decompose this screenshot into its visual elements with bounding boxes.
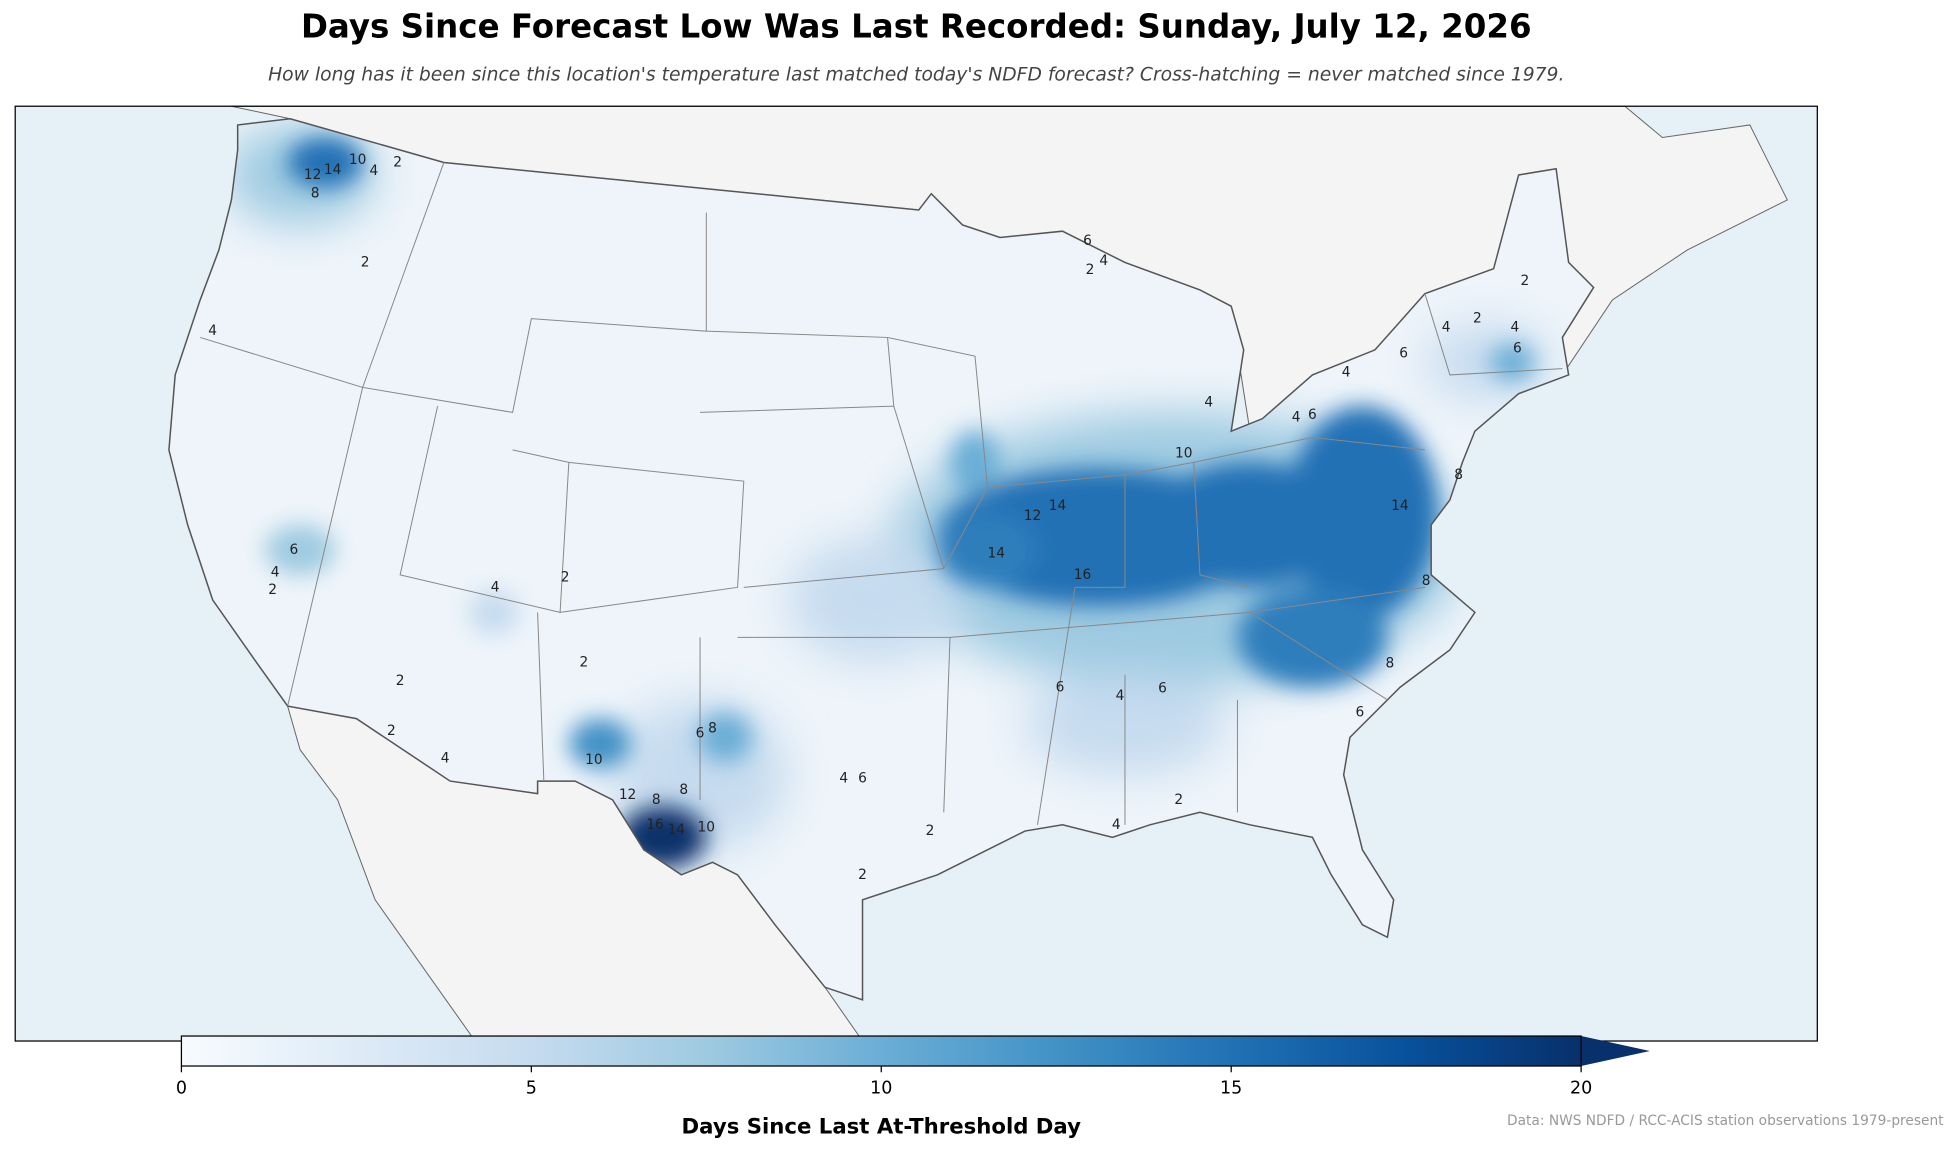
contour-label: 2 — [396, 673, 405, 689]
contour-label: 14 — [324, 162, 341, 178]
contour-label: 6 — [1513, 341, 1522, 357]
contour-label: 8 — [679, 782, 688, 798]
contour-label: 2 — [1521, 273, 1530, 289]
contour-label: 14 — [1049, 498, 1066, 514]
contour-label: 4 — [1099, 253, 1108, 269]
contour-label: 8 — [708, 721, 717, 737]
contour-label: 16 — [646, 817, 663, 833]
contour-label: 2 — [393, 154, 402, 170]
contour-label: 8 — [652, 792, 661, 808]
contour-label: 14 — [988, 546, 1005, 562]
contour-label: 16 — [1074, 567, 1091, 583]
contour-label: 4 — [271, 564, 280, 580]
contour-label: 14 — [668, 822, 685, 838]
colorbar-tick-label: 15 — [1220, 1079, 1242, 1099]
contour-label: 4 — [441, 751, 450, 767]
contour-label: 2 — [1174, 792, 1183, 808]
contour-label: 6 — [858, 771, 867, 787]
contour-label: 6 — [1399, 346, 1408, 362]
contour-label: 10 — [349, 152, 366, 168]
contour-label: 12 — [304, 167, 321, 183]
contour-label: 10 — [698, 819, 715, 835]
colorbar-frame — [180, 1035, 1582, 1067]
contour-label: 4 — [1116, 688, 1125, 704]
contour-label: 12 — [1024, 508, 1041, 524]
contour-label: 6 — [1158, 681, 1167, 697]
contour-label: 2 — [926, 823, 935, 839]
contour-label: 12 — [619, 787, 636, 803]
shading — [225, 124, 1550, 869]
contour-label: 6 — [290, 542, 299, 558]
contour-label: 6 — [1356, 704, 1365, 720]
contour-label: 8 — [311, 186, 320, 202]
colorbar: Days Since Last At-Threshold Day 0 5 10 15 2… — [176, 1035, 1650, 1139]
contour-label: 4 — [208, 323, 217, 339]
contour-label: 2 — [579, 654, 588, 670]
contour-label: 4 — [1112, 817, 1121, 833]
colorbar-tick-label: 0 — [176, 1079, 187, 1099]
contour-label: 6 — [1083, 233, 1092, 249]
colorbar-tick-label: 10 — [870, 1079, 892, 1099]
contour-label: 2 — [387, 723, 396, 739]
contour-label: 4 — [370, 163, 379, 179]
contour-label: 2 — [1086, 262, 1095, 278]
colorbar-tick-label: 5 — [526, 1079, 537, 1099]
contour-label: 4 — [1342, 364, 1351, 380]
subtitle: How long has it been since this location… — [268, 64, 1564, 85]
contour-label: 10 — [1175, 446, 1192, 462]
contour-label: 4 — [491, 579, 500, 595]
state-borders — [200, 162, 1563, 825]
source-note: Data: NWS NDFD / RCC-ACIS station observ… — [1507, 1113, 1944, 1129]
title: Days Since Forecast Low Was Last Recorde… — [301, 8, 1532, 46]
contour-label: 10 — [585, 752, 602, 768]
contour-label: 4 — [1511, 319, 1520, 335]
contour-label: 8 — [1386, 656, 1395, 672]
contour-label: 6 — [696, 726, 705, 742]
colorbar-extend — [1581, 1036, 1650, 1067]
contour-label: 8 — [1454, 467, 1463, 483]
contour-label: 2 — [858, 867, 867, 883]
contour-label: 2 — [361, 254, 370, 270]
colorbar-gradient — [181, 1036, 1582, 1067]
contour-label: 4 — [1292, 409, 1301, 425]
contour-label: 4 — [1204, 394, 1213, 410]
colorbar-tick-label: 20 — [1570, 1079, 1592, 1099]
contour-label: 8 — [1422, 573, 1431, 589]
contour-label: 2 — [268, 582, 277, 598]
contour-label: 6 — [1056, 679, 1065, 695]
contour-label: 6 — [1308, 407, 1317, 423]
colorbar-label: Days Since Last At-Threshold Day — [682, 1114, 1082, 1139]
contour-label: 14 — [1391, 498, 1408, 514]
contour-label: 2 — [561, 569, 570, 585]
contour-label: 4 — [839, 771, 848, 787]
contour-label: 2 — [1473, 311, 1482, 327]
contour-label: 4 — [1442, 319, 1451, 335]
